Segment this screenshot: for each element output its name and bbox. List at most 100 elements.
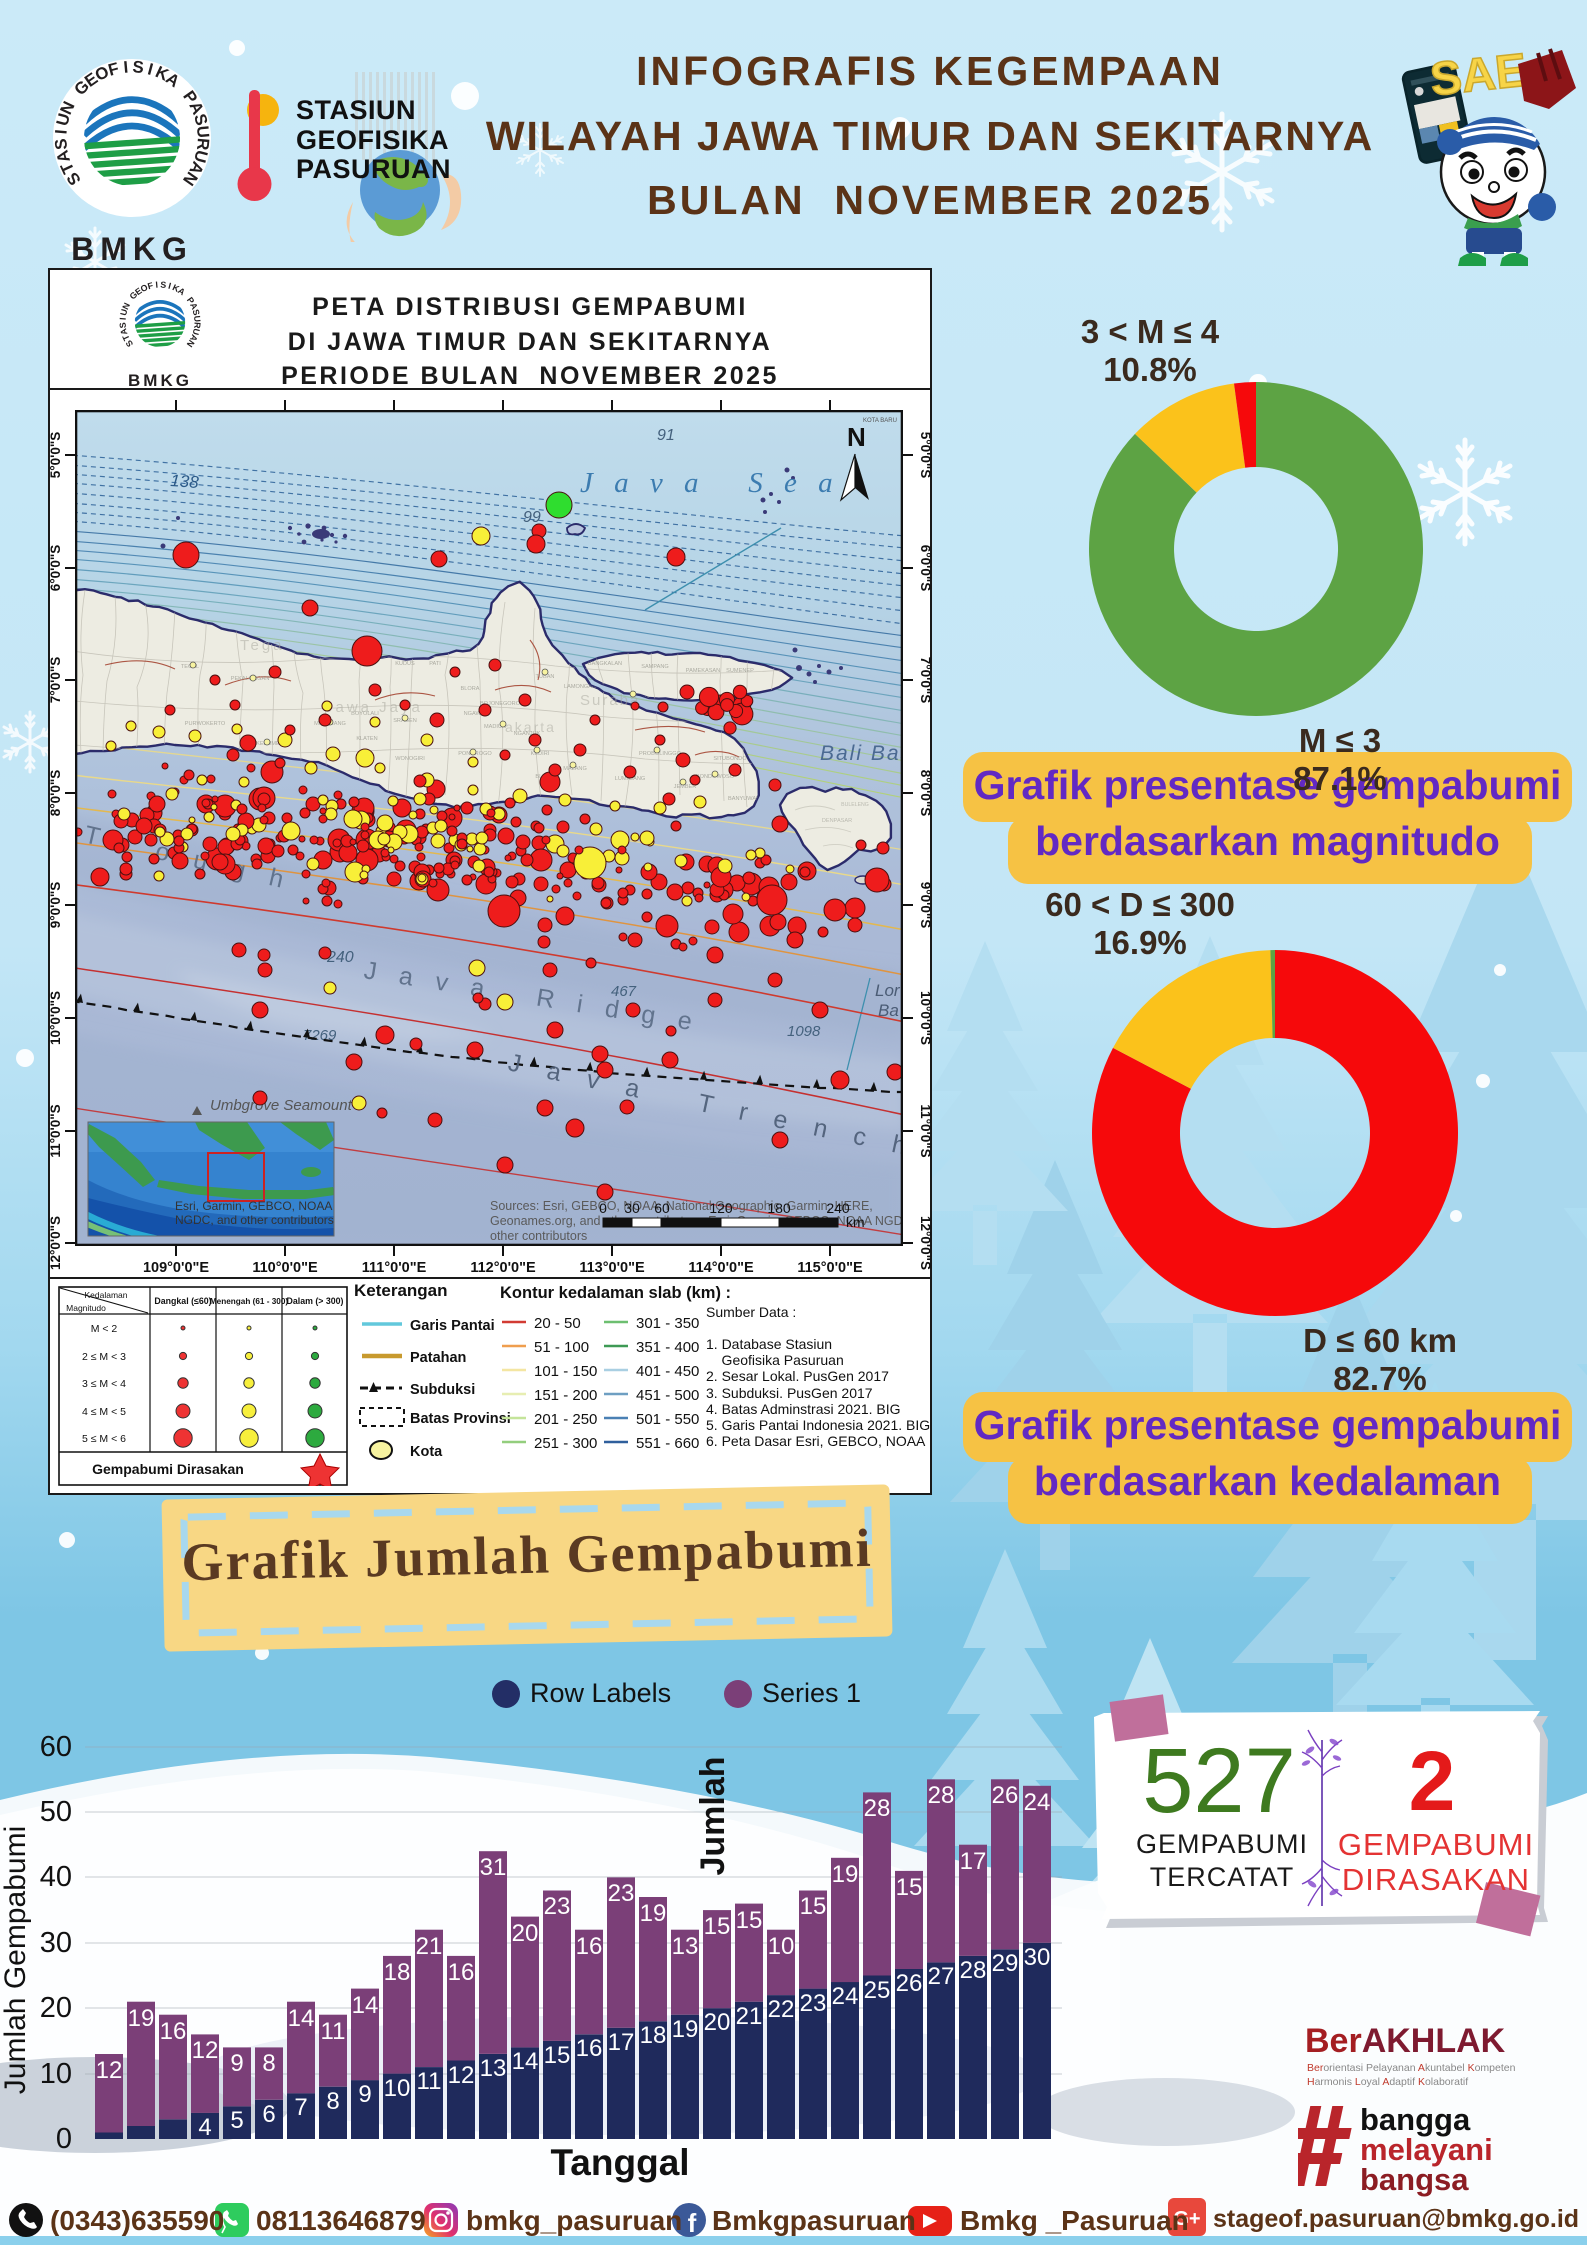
svg-text:Keterangan: Keterangan [354, 1281, 448, 1300]
svg-text:8: 8 [326, 2088, 339, 2115]
svg-text:S: S [52, 138, 71, 151]
svg-text:29: 29 [992, 1950, 1019, 1977]
svg-text:13: 13 [672, 1933, 699, 1960]
svg-text:R: R [193, 137, 212, 151]
svg-text:0: 0 [599, 1200, 607, 1216]
svg-text:LUMAJANG: LUMAJANG [615, 776, 645, 782]
svg-text:akarta: akarta [505, 719, 556, 735]
svg-text:13: 13 [480, 2055, 507, 2082]
svg-text:8: 8 [262, 2050, 275, 2077]
svg-text:111°0'0"E: 111°0'0"E [362, 1260, 427, 1276]
svg-text:10: 10 [384, 2075, 411, 2102]
svg-text:I: I [118, 317, 128, 320]
svg-text:0: 0 [56, 2123, 72, 2155]
svg-text:19: 19 [832, 1861, 859, 1888]
svg-text:Kontur kedalaman slab (km) :: Kontur kedalaman slab (km) : [500, 1284, 731, 1302]
svg-text:Kota: Kota [410, 1444, 443, 1460]
svg-text:Garis Pantai: Garis Pantai [410, 1318, 495, 1334]
svg-text:U: U [192, 315, 202, 322]
svg-text:I: I [155, 280, 158, 290]
svg-text:1098: 1098 [787, 1023, 821, 1040]
svg-text:151 - 200: 151 - 200 [534, 1387, 597, 1404]
svg-text:I: I [167, 281, 172, 291]
svg-text:17: 17 [608, 2029, 635, 2056]
svg-text:15: 15 [800, 1893, 827, 1920]
svg-text:120: 120 [709, 1200, 733, 1216]
svg-text:A: A [118, 327, 129, 336]
svg-text:S: S [132, 58, 145, 77]
svg-text:NGAWI: NGAWI [464, 711, 483, 717]
svg-text:N: N [120, 301, 132, 311]
svg-text:16: 16 [576, 1933, 603, 1960]
svg-text:S: S [190, 112, 211, 128]
svg-text:7°0'0"S: 7°0'0"S [918, 657, 933, 704]
svg-text:4 ≤ M < 5: 4 ≤ M < 5 [82, 1406, 126, 1418]
svg-text:A: A [53, 148, 74, 165]
svg-text:3 ≤ M < 4: 3 ≤ M < 4 [82, 1378, 126, 1390]
svg-text:6°0'0"S: 6°0'0"S [48, 545, 63, 592]
svg-text:BMKG: BMKG [128, 371, 192, 390]
svg-text:60: 60 [654, 1200, 670, 1216]
svg-text:JEMBER: JEMBER [674, 784, 697, 790]
svg-text:180: 180 [767, 1200, 791, 1216]
svg-text:451 - 500: 451 - 500 [636, 1387, 699, 1404]
svg-text:S: S [191, 308, 202, 316]
svg-text:PROBOLINGGO: PROBOLINGGO [639, 751, 682, 757]
svg-text:Patahan: Patahan [410, 1350, 466, 1366]
svg-text:SAMPANG: SAMPANG [641, 664, 669, 670]
svg-text:112°0'0"E: 112°0'0"E [470, 1260, 536, 1276]
svg-text:other contributors: other contributors [490, 1229, 587, 1243]
svg-text:S: S [118, 322, 128, 329]
svg-text:A: A [188, 333, 200, 344]
svg-text:7: 7 [294, 2094, 307, 2121]
svg-text:40: 40 [40, 1861, 72, 1893]
svg-text:9°0'0"S: 9°0'0"S [918, 882, 933, 929]
svg-text:2 ≤ M < 3: 2 ≤ M < 3 [82, 1351, 126, 1363]
svg-text:5°0'0"S: 5°0'0"S [918, 432, 933, 479]
svg-text:19: 19 [672, 2016, 699, 2043]
svg-text:240: 240 [826, 1200, 850, 1216]
svg-text:14: 14 [288, 2005, 315, 2032]
svg-text:T: T [120, 333, 132, 343]
svg-text:51 - 100: 51 - 100 [534, 1339, 589, 1356]
svg-text:BANYUWANGI: BANYUWANGI [728, 796, 766, 802]
svg-text:22: 22 [768, 1996, 795, 2023]
svg-text:Menengah (61 - 300): Menengah (61 - 300) [210, 1297, 289, 1306]
svg-text:BOJONEGORO: BOJONEGORO [480, 701, 521, 707]
svg-text:O: O [139, 282, 150, 294]
svg-text:23: 23 [608, 1880, 635, 1907]
svg-text:BMKG: BMKG [71, 231, 193, 267]
svg-text:18: 18 [384, 1959, 411, 1986]
svg-text:KEBUMEN: KEBUMEN [256, 741, 284, 747]
svg-text:5: 5 [230, 2107, 243, 2134]
svg-text:25: 25 [864, 1977, 891, 2004]
svg-text:401 - 450: 401 - 450 [636, 1363, 699, 1380]
svg-text:G+: G+ [1173, 2208, 1200, 2230]
svg-text:101 - 150: 101 - 150 [534, 1363, 597, 1380]
svg-text:12°0'0"S: 12°0'0"S [918, 1216, 933, 1270]
svg-text:28: 28 [864, 1795, 891, 1822]
svg-text:20: 20 [704, 2009, 731, 2036]
svg-text:138: 138 [170, 471, 200, 492]
svg-text:BULELENG: BULELENG [841, 802, 869, 808]
svg-text:24: 24 [832, 1983, 859, 2010]
svg-text:U: U [118, 308, 129, 317]
svg-text:113°0'0"E: 113°0'0"E [579, 1260, 645, 1276]
svg-text:7°0'0"S: 7°0'0"S [48, 657, 63, 704]
svg-text:10: 10 [768, 1933, 795, 1960]
svg-text:4: 4 [198, 2114, 211, 2141]
svg-text:S: S [123, 338, 135, 349]
svg-text:TERCATAT: TERCATAT [1150, 1862, 1295, 1892]
svg-text:Dangkal (≤60): Dangkal (≤60) [154, 1296, 211, 1306]
svg-text:467: 467 [611, 983, 637, 1000]
svg-text:12°0'0"S: 12°0'0"S [48, 1216, 63, 1270]
svg-text:8°0'0"S: 8°0'0"S [48, 770, 63, 817]
svg-text:Jawa Jaya: Jawa Jaya [325, 699, 423, 716]
svg-text:11°0'0"S: 11°0'0"S [48, 1104, 63, 1157]
svg-text:P: P [185, 295, 197, 306]
svg-text:20 - 50: 20 - 50 [534, 1315, 581, 1332]
svg-text:110°0'0"E: 110°0'0"E [252, 1260, 318, 1276]
svg-text:19: 19 [640, 1900, 667, 1927]
svg-text:18: 18 [640, 2022, 667, 2049]
svg-text:N: N [185, 338, 197, 349]
